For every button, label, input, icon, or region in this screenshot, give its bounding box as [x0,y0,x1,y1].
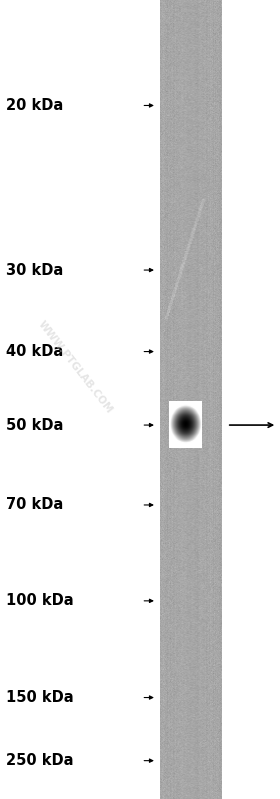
Text: WWW.PTGLAB.COM: WWW.PTGLAB.COM [36,320,115,415]
Text: 100 kDa: 100 kDa [6,594,73,608]
Text: 150 kDa: 150 kDa [6,690,73,705]
Text: 30 kDa: 30 kDa [6,263,63,277]
Text: 70 kDa: 70 kDa [6,498,63,512]
Text: 40 kDa: 40 kDa [6,344,63,359]
Text: 50 kDa: 50 kDa [6,418,63,432]
Text: 250 kDa: 250 kDa [6,753,73,768]
Text: 20 kDa: 20 kDa [6,98,63,113]
